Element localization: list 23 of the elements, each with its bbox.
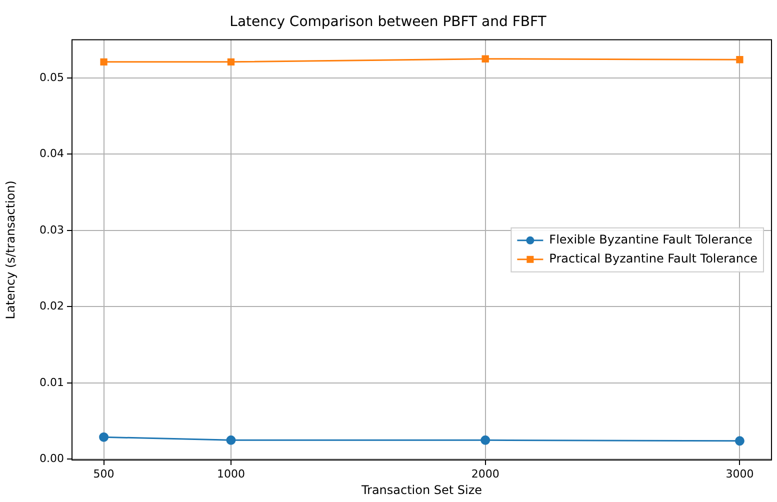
- y-tick-label: 0.02: [40, 300, 64, 313]
- y-axis-title: Latency (s/transaction): [3, 180, 18, 320]
- chart-title: Latency Comparison between PBFT and FBFT: [230, 14, 547, 30]
- y-tick-label: 0.03: [40, 223, 64, 236]
- point: [100, 58, 108, 66]
- point: [736, 56, 744, 64]
- x-tick-label: 1000: [216, 467, 245, 480]
- x-tick-label: 3000: [726, 467, 754, 480]
- x-axis-title: Transaction Set Size: [360, 482, 482, 497]
- x-tick-label: 500: [93, 467, 114, 480]
- y-tick-label: 0.00: [40, 452, 64, 466]
- y-tick-label: 0.04: [40, 147, 64, 160]
- point: [482, 55, 489, 62]
- legend-label: Practical Byzantine Fault Tolerance: [549, 252, 758, 266]
- point: [226, 435, 236, 445]
- y-tick-label: 0.05: [40, 70, 64, 84]
- y-tick-label: 0.01: [40, 376, 64, 389]
- legend-label: Flexible Byzantine Fault Tolerance: [549, 232, 752, 247]
- point: [227, 58, 235, 66]
- point: [99, 432, 109, 442]
- point: [480, 435, 490, 445]
- point: [734, 436, 744, 446]
- x-tick-label: 2000: [471, 467, 500, 480]
